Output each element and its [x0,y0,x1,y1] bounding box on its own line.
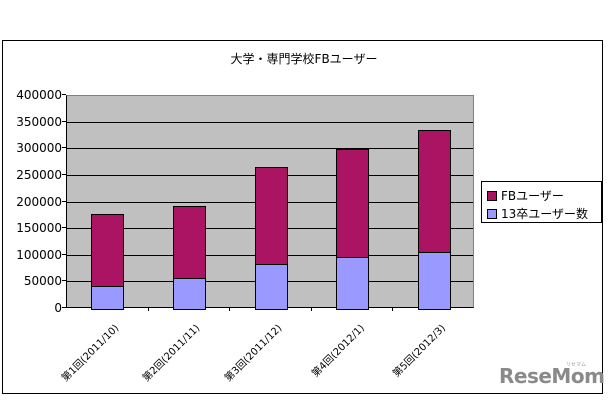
bar-segment-fb [336,149,370,259]
bar-stack [91,96,125,310]
x-tick-mark [310,307,312,311]
y-tick-mark [62,253,66,255]
x-tick-mark [229,307,231,311]
y-tick-label: 400000 [16,88,62,102]
bar-segment-fb [172,206,206,280]
legend-swatch-13 [487,208,497,219]
bar-stack [172,96,206,310]
y-tick-mark [62,120,66,122]
y-tick-label: 200000 [16,194,62,209]
y-tick-mark [62,307,66,308]
y-tick-label: 250000 [16,167,62,182]
bar-segment-fb [254,167,288,266]
y-tick-label: 0 [54,301,62,315]
bar-segment-13sotsu [172,278,206,310]
legend-label-fb: FBユーザー [501,189,564,203]
legend-item-fb: FBユーザー [487,187,564,204]
y-tick-label: 350000 [16,114,62,129]
bar-stack [254,96,288,310]
y-tick-mark [62,280,66,282]
y-tick-mark [62,94,66,95]
y-tick-label: 150000 [16,221,62,236]
legend: FBユーザー 13卒ユーザー数 [481,181,602,223]
bar-segment-13sotsu [336,257,370,310]
y-tick-label: 50000 [23,274,62,289]
gridline [67,121,473,123]
gridline [67,148,473,150]
plot-area [66,95,474,310]
y-tick-mark [62,173,66,175]
y-tick-mark [62,147,66,149]
bar-segment-13sotsu [91,286,125,310]
bar-segment-13sotsu [254,264,288,310]
y-tick-mark [62,227,66,229]
x-tick-mark [392,307,394,311]
y-tick-label: 100000 [16,247,62,262]
bar-stack [417,96,451,310]
y-tick-label: 300000 [16,141,62,156]
chart-title: 大学・専門学校FBユーザー [230,52,378,66]
legend-label-13: 13卒ユーザー数 [501,207,589,221]
resemom-logo-kana: リセマム [566,362,587,368]
bar-stack [336,96,370,310]
bar-segment-fb [417,130,451,254]
x-tick-mark [147,307,149,311]
legend-item-13: 13卒ユーザー数 [487,205,588,222]
bar-segment-13sotsu [417,252,451,310]
y-tick-mark [62,200,66,202]
legend-swatch-fb [487,190,497,201]
bar-segment-fb [91,213,125,288]
resemom-logo: ReseMom [499,364,605,388]
